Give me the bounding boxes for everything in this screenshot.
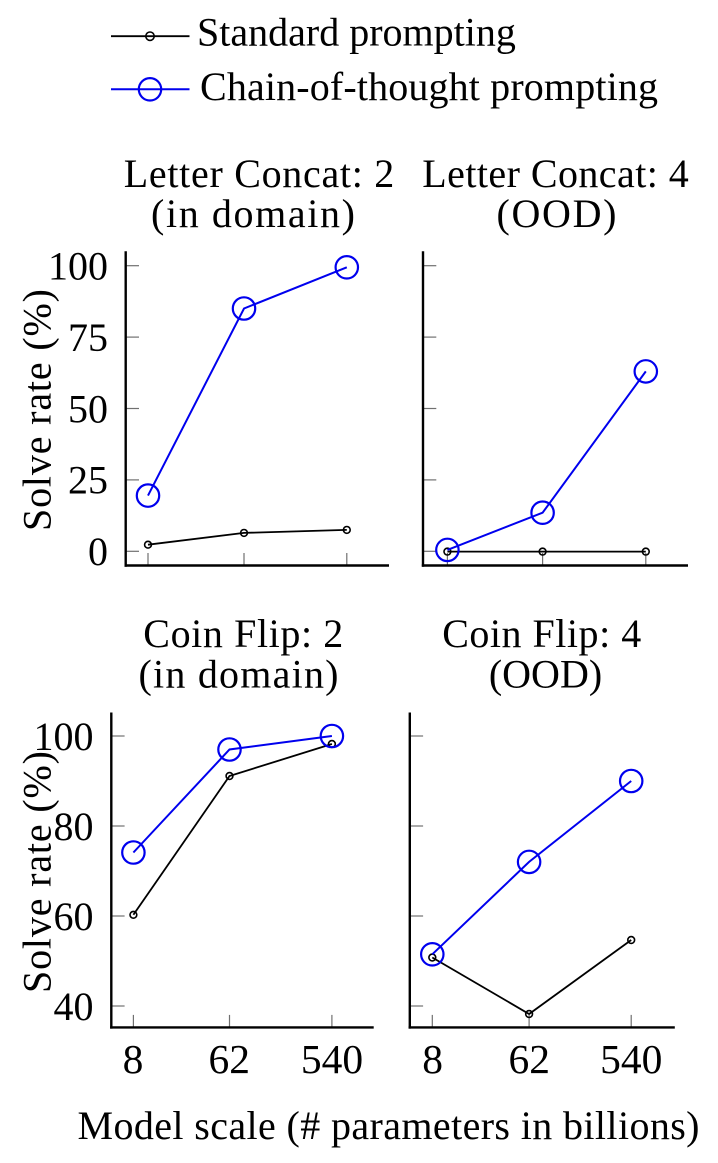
svg-text:8: 8 (123, 1036, 144, 1082)
svg-text:(in domain): (in domain) (151, 191, 355, 236)
svg-text:100: 100 (34, 714, 94, 759)
svg-text:60: 60 (54, 894, 94, 939)
svg-text:100: 100 (48, 244, 108, 289)
svg-text:Letter Concat: 2: Letter Concat: 2 (124, 151, 395, 196)
svg-text:Solve rate (%): Solve rate (%) (15, 751, 60, 993)
svg-text:Coin Flip: 2: Coin Flip: 2 (143, 611, 343, 656)
svg-text:50: 50 (68, 386, 108, 431)
svg-text:62: 62 (509, 1036, 551, 1082)
svg-text:Standard prompting: Standard prompting (197, 10, 516, 55)
svg-text:40: 40 (54, 984, 94, 1029)
svg-text:(in domain): (in domain) (139, 651, 339, 696)
svg-text:Model scale (# parameters in b: Model scale (# parameters in billions) (78, 1103, 700, 1148)
svg-text:540: 540 (301, 1036, 363, 1082)
svg-text:75: 75 (68, 315, 108, 360)
svg-text:0: 0 (88, 529, 108, 574)
svg-text:80: 80 (54, 804, 94, 849)
svg-text:62: 62 (209, 1036, 251, 1082)
svg-text:Letter Concat: 4: Letter Concat: 4 (422, 151, 689, 196)
svg-text:Solve rate (%): Solve rate (%) (15, 289, 60, 531)
svg-text:540: 540 (600, 1036, 662, 1082)
svg-text:(OOD): (OOD) (497, 191, 617, 236)
svg-text:(OOD): (OOD) (489, 651, 602, 696)
svg-text:8: 8 (422, 1036, 443, 1082)
svg-text:Coin Flip: 4: Coin Flip: 4 (442, 611, 641, 656)
svg-text:25: 25 (68, 458, 108, 503)
svg-text:Chain-of-thought prompting: Chain-of-thought prompting (200, 64, 658, 109)
